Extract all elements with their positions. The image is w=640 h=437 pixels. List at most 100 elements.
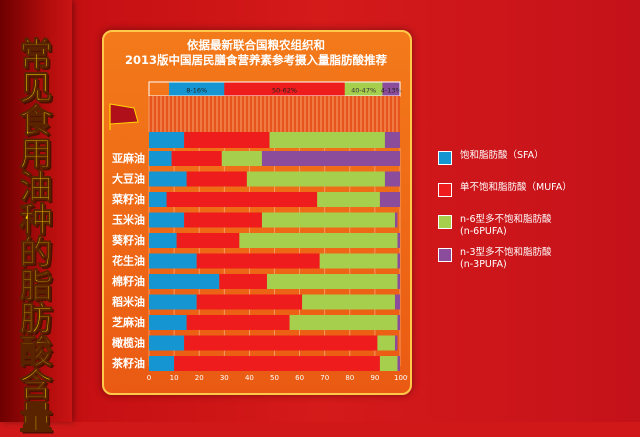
chart-title: 依据最新联合国粮农组织和 2013版中国居民膳食营养素参考摄入量脂肪酸推荐 <box>110 38 402 68</box>
category-label: 亚麻油 <box>112 151 145 165</box>
bar-segment <box>397 356 400 371</box>
legend-label: n-6型多不饱和脂肪酸 (n-6PUFA) <box>460 214 552 237</box>
bar-segment <box>394 294 400 310</box>
summary-bar-segment <box>384 132 400 148</box>
bar-segment <box>319 253 398 269</box>
bar-segment <box>379 356 398 371</box>
side-title-char: 量 <box>19 398 53 437</box>
legend-swatch <box>438 215 452 229</box>
bar-segment <box>149 315 187 330</box>
reference-label: 50-62% <box>272 87 297 95</box>
summary-bar-segment <box>149 132 185 148</box>
bar-segment <box>266 274 398 289</box>
side-title-char: 酸 <box>19 332 53 371</box>
bar-segment <box>174 356 380 371</box>
bar-segment <box>261 151 400 166</box>
bar-segment <box>186 315 290 330</box>
side-title-char: 的 <box>19 233 53 272</box>
legend-item: 单不饱和脂肪酸（MUFA） <box>438 182 572 197</box>
bar-segment <box>379 192 400 207</box>
bar-segment <box>289 315 398 330</box>
bar-segment <box>149 356 175 371</box>
side-title-char: 常 <box>19 35 53 74</box>
bar-segment <box>221 151 262 166</box>
legend-swatch <box>438 183 452 197</box>
bar-segment <box>149 192 167 207</box>
bar-segment <box>186 171 247 187</box>
bar-segment <box>184 212 262 228</box>
category-label: 橄榄油 <box>112 336 145 350</box>
side-title: 常见食用油种的脂肪酸含量 <box>14 35 58 435</box>
reference-segment <box>169 82 225 96</box>
side-title-char: 用 <box>19 134 53 173</box>
x-tick-label: 0 <box>147 374 151 382</box>
x-tick-label: 20 <box>195 374 204 382</box>
bar-segment <box>149 151 172 166</box>
bar-segment <box>171 151 222 166</box>
bar-segment <box>397 253 400 269</box>
bar-segment <box>149 274 220 289</box>
category-label: 葵籽油 <box>111 233 145 247</box>
legend-item: n-3型多不饱和脂肪酸 (n-3PUFA) <box>438 247 552 271</box>
bar-segment <box>394 212 398 228</box>
legend-swatch <box>438 151 452 165</box>
bar-segment <box>149 253 197 269</box>
side-title-char: 含 <box>19 365 53 404</box>
bar-segment <box>149 294 197 310</box>
x-tick-label: 10 <box>170 374 179 382</box>
bar-segment <box>317 192 380 207</box>
reference-segment <box>224 82 345 96</box>
side-title-char: 种 <box>19 200 53 239</box>
ruler-band <box>149 96 400 132</box>
reference-label: 8-16% <box>186 87 207 95</box>
x-tick-label: 80 <box>345 374 354 382</box>
legend-label: 单不饱和脂肪酸（MUFA） <box>460 182 572 193</box>
category-label: 花生油 <box>112 254 145 268</box>
reference-label: 4-13% <box>381 87 402 95</box>
chart-plot: 8-16% 50-62% 40-47% 4-13% 亚麻油大豆油菜籽油玉米油葵籽油花生油… <box>109 81 408 382</box>
side-title-char: 肪 <box>19 299 53 338</box>
legend-item: 饱和脂肪酸（SFA） <box>438 150 544 165</box>
chart-title-line-1: 依据最新联合国粮农组织和 <box>187 38 325 52</box>
legend-item: n-6型多不饱和脂肪酸 (n-6PUFA) <box>438 214 552 238</box>
category-label: 芝麻油 <box>112 315 145 329</box>
bar-segment <box>166 192 318 207</box>
legend-swatch <box>438 248 452 262</box>
chart-title-line-2: 2013版中国居民膳食营养素参考摄入量脂肪酸推荐 <box>124 53 387 67</box>
category-label: 菜籽油 <box>111 192 145 206</box>
bar-segment <box>149 171 187 187</box>
bar-segment <box>219 274 267 289</box>
bar-segment <box>397 315 400 330</box>
side-title-char: 见 <box>19 68 53 107</box>
bar-segment <box>377 335 395 351</box>
x-tick-label: 70 <box>320 374 329 382</box>
x-tick-label: 90 <box>370 374 379 382</box>
side-title-char: 油 <box>19 167 53 206</box>
side-title-char: 脂 <box>19 266 53 305</box>
bar-segment <box>196 294 303 310</box>
bar-segment <box>397 274 400 289</box>
category-label: 棉籽油 <box>112 274 145 288</box>
bar-segment <box>246 171 385 187</box>
category-label: 玉米油 <box>112 213 145 227</box>
summary-bar-segment <box>269 132 385 148</box>
x-tick-label: 40 <box>245 374 254 382</box>
bar-segment <box>149 233 177 248</box>
bar-segment <box>384 171 400 187</box>
x-tick-label: 50 <box>270 374 279 382</box>
flag-icon <box>109 103 139 125</box>
reference-label: 40-47% <box>351 87 376 95</box>
x-tick-label: 60 <box>295 374 304 382</box>
legend-label: n-3型多不饱和脂肪酸 (n-3PUFA) <box>460 247 552 270</box>
category-label: 茶籽油 <box>111 356 145 370</box>
reference-segment <box>382 82 400 96</box>
bar-segment <box>397 233 400 248</box>
category-label: 大豆油 <box>112 172 145 186</box>
summary-bar-segment <box>184 132 270 148</box>
bar-segment <box>149 212 185 228</box>
legend-label: 饱和脂肪酸（SFA） <box>460 150 544 161</box>
bar-segment <box>302 294 395 310</box>
x-tick-label: 30 <box>220 374 229 382</box>
bar-segment <box>176 233 240 248</box>
bar-segment <box>184 335 378 351</box>
